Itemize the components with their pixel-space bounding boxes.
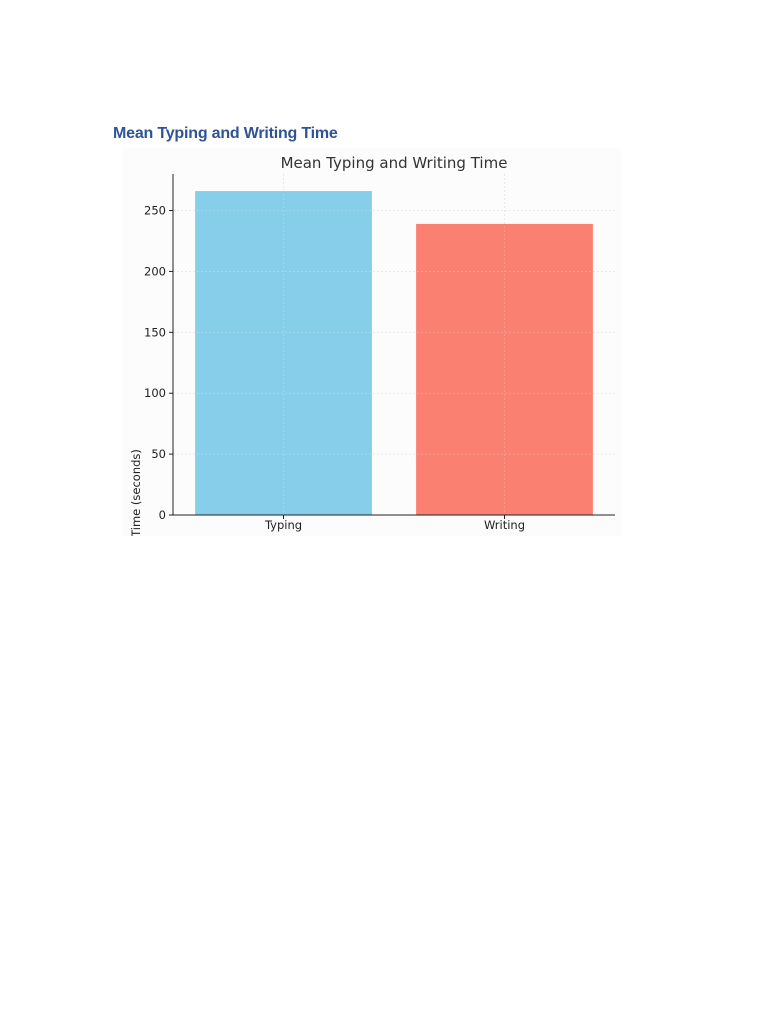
y-tick-label: 50 (151, 447, 166, 461)
x-tick-label: Writing (484, 518, 525, 532)
bars (173, 174, 615, 516)
bar-writing (416, 223, 593, 516)
y-tick-label: 250 (144, 204, 166, 218)
y-tick-label: 0 (159, 508, 166, 522)
y-tick-label: 150 (144, 325, 166, 339)
axes: 0 50 100 150 200 250 Typing Writing (144, 174, 615, 532)
y-axis-label: Time (seconds) (129, 449, 143, 536)
x-tick-label: Typing (264, 518, 302, 532)
bar-typing (195, 191, 372, 516)
bar-chart-svg: Mean Typing and Writing Time 0 50 100 150 20… (122, 148, 622, 536)
y-tick-label: 200 (144, 264, 166, 278)
y-tick-label: 100 (144, 386, 166, 400)
chart-title: Mean Typing and Writing Time (281, 154, 508, 172)
bar-chart: Mean Typing and Writing Time 0 50 100 150 20… (122, 148, 622, 536)
document-heading: Mean Typing and Writing Time (113, 125, 338, 142)
